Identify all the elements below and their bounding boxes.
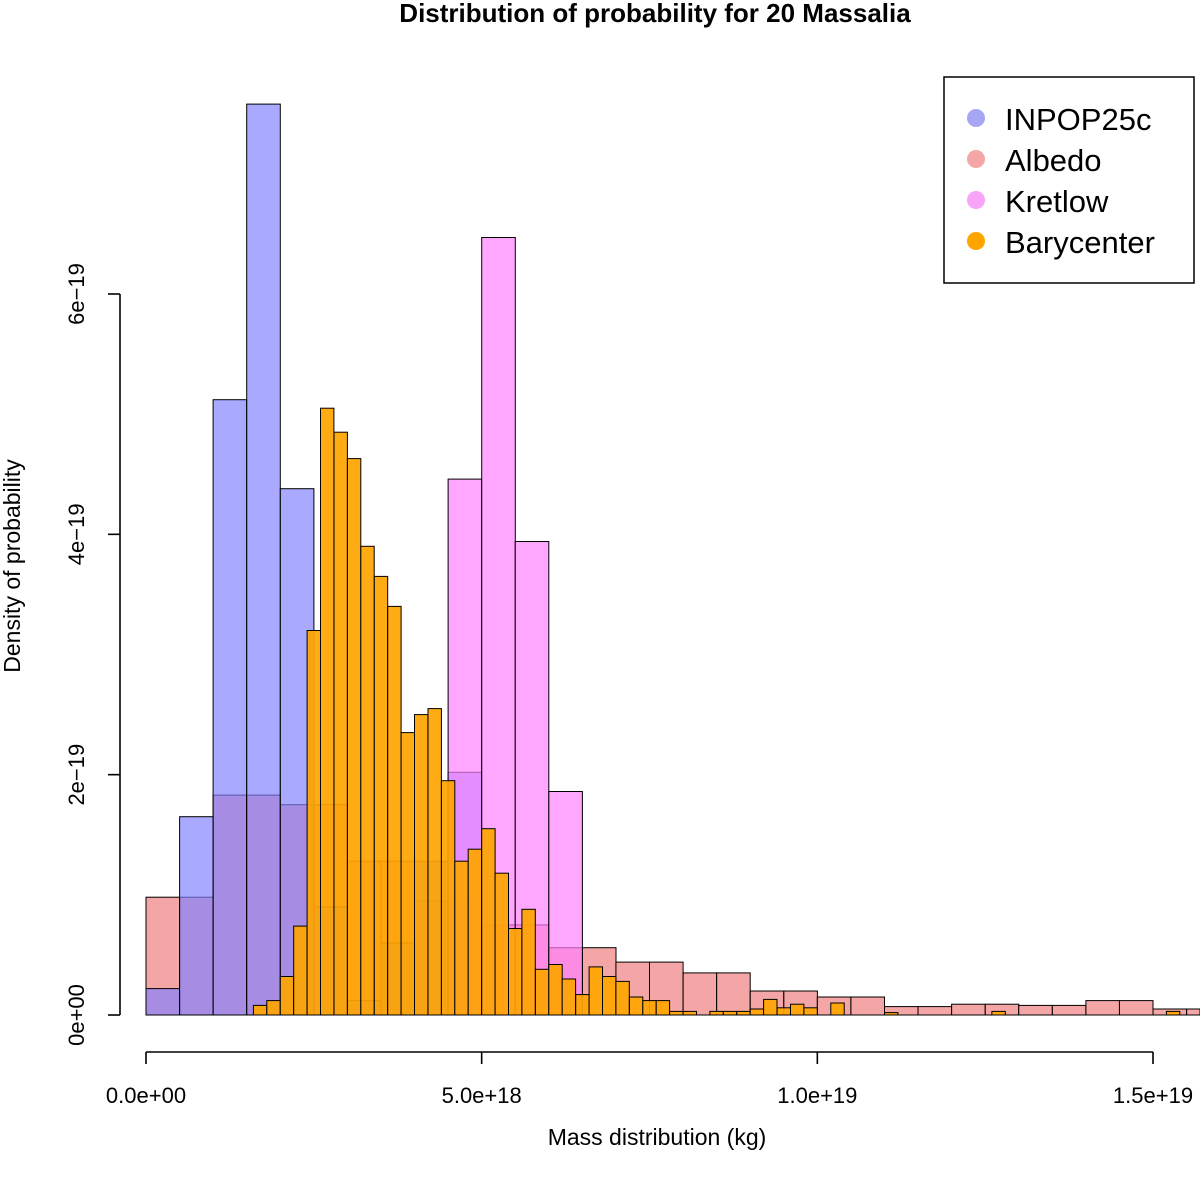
x-axis-label: Mass distribution (kg) bbox=[548, 1124, 767, 1150]
x-tick-label: 1.0e+19 bbox=[777, 1083, 857, 1108]
bar-barycenter-13 bbox=[427, 708, 442, 1016]
legend-label-kretlow: Kretlow bbox=[1005, 184, 1109, 219]
bar-albedo-31 bbox=[1186, 1008, 1200, 1016]
bar-barycenter-28 bbox=[628, 996, 644, 1016]
bar-barycenter-16 bbox=[467, 848, 483, 1016]
bar-barycenter-43 bbox=[991, 1010, 1006, 1016]
bar-barycenter-27 bbox=[615, 980, 630, 1016]
bar-albedo-21 bbox=[850, 996, 886, 1016]
x-tick-label: 5.0e+18 bbox=[442, 1083, 522, 1108]
bar-inpop25c-3 bbox=[246, 103, 281, 1016]
bar-barycenter-25 bbox=[588, 966, 603, 1016]
bar-barycenter-32 bbox=[682, 1010, 697, 1016]
bar-barycenter-35 bbox=[736, 1010, 751, 1016]
x-axis: 0.0e+00 5.0e+18 1.0e+19 1.5e+19 bbox=[106, 1051, 1193, 1108]
bar-barycenter-12 bbox=[414, 714, 429, 1016]
bar-albedo-23 bbox=[917, 1006, 953, 1016]
y-tick-label: 2e−19 bbox=[64, 744, 89, 806]
bar-barycenter-29 bbox=[642, 1000, 657, 1016]
bar-barycenter-41 bbox=[830, 1002, 845, 1016]
y-tick-label: 4e−19 bbox=[64, 503, 89, 565]
bar-barycenter-19 bbox=[508, 928, 523, 1016]
legend-label-albedo: Albedo bbox=[1005, 143, 1102, 178]
bar-inpop25c-0 bbox=[145, 988, 181, 1016]
bar-barycenter-8 bbox=[360, 545, 375, 1016]
bar-barycenter-34 bbox=[722, 1010, 738, 1016]
legend-swatch-kretlow bbox=[967, 191, 985, 209]
y-axis: 0e+00 2e−19 4e−19 6e−19 bbox=[64, 263, 121, 1046]
legend-box bbox=[943, 76, 1195, 284]
bar-barycenter-11 bbox=[400, 732, 416, 1016]
bar-inpop25c-2 bbox=[212, 399, 248, 1016]
bar-barycenter-10 bbox=[387, 605, 402, 1016]
chart-title: Distribution of probability for 20 Massa… bbox=[399, 0, 911, 28]
bar-barycenter-6 bbox=[333, 431, 348, 1016]
bar-barycenter-2 bbox=[279, 976, 295, 1016]
bar-barycenter-1 bbox=[266, 1000, 281, 1016]
x-tick-label: 1.5e+19 bbox=[1113, 1083, 1193, 1108]
legend: INPOP25c Albedo Kretlow Barycenter bbox=[943, 76, 1195, 284]
y-tick-label: 0e+00 bbox=[64, 984, 89, 1046]
bar-barycenter-24 bbox=[575, 994, 590, 1016]
bar-albedo-29 bbox=[1118, 1000, 1154, 1016]
bar-barycenter-0 bbox=[252, 1004, 268, 1016]
x-tick-label: 0.0e+00 bbox=[106, 1083, 186, 1108]
bar-barycenter-40 bbox=[803, 1007, 818, 1016]
bar-barycenter-20 bbox=[521, 908, 536, 1016]
bar-barycenter-26 bbox=[602, 976, 617, 1016]
bar-albedo-27 bbox=[1051, 1004, 1087, 1016]
bar-barycenter-39 bbox=[790, 1003, 805, 1016]
bar-albedo-26 bbox=[1018, 1004, 1053, 1016]
bar-barycenter-9 bbox=[373, 575, 389, 1016]
bar-barycenter-3 bbox=[293, 925, 308, 1016]
bar-barycenter-31 bbox=[669, 1010, 684, 1016]
bar-albedo-17 bbox=[716, 972, 751, 1016]
legend-label-barycenter: Barycenter bbox=[1005, 225, 1155, 260]
bar-inpop25c-1 bbox=[179, 816, 214, 1016]
legend-items: INPOP25c Albedo Kretlow Barycenter bbox=[967, 102, 1155, 260]
bar-barycenter-22 bbox=[548, 964, 563, 1016]
bar-barycenter-21 bbox=[534, 968, 550, 1016]
bar-barycenter-23 bbox=[561, 978, 577, 1016]
bar-barycenter-17 bbox=[481, 828, 496, 1016]
bar-barycenter-37 bbox=[763, 998, 778, 1016]
bar-albedo-16 bbox=[682, 972, 718, 1016]
bar-barycenter-5 bbox=[320, 407, 335, 1016]
bar-barycenter-38 bbox=[776, 1007, 791, 1016]
bar-barycenter-4 bbox=[306, 630, 322, 1016]
bar-barycenter-15 bbox=[454, 860, 469, 1016]
bar-barycenter-14 bbox=[440, 780, 456, 1016]
bar-barycenter-44 bbox=[1165, 1010, 1181, 1016]
y-axis-label: Density of probability bbox=[0, 459, 25, 673]
legend-label-inpop25c: INPOP25c bbox=[1005, 102, 1151, 137]
bar-albedo-28 bbox=[1085, 1000, 1121, 1016]
bar-albedo-24 bbox=[951, 1003, 986, 1016]
series-barycenter bbox=[252, 407, 1181, 1016]
bar-barycenter-36 bbox=[749, 1008, 765, 1016]
bar-barycenter-18 bbox=[494, 872, 510, 1016]
legend-swatch-inpop25c bbox=[967, 109, 985, 127]
bar-barycenter-7 bbox=[346, 458, 362, 1016]
legend-swatch-albedo bbox=[967, 150, 985, 168]
y-tick-label: 6e−19 bbox=[64, 263, 89, 325]
legend-swatch-barycenter bbox=[967, 232, 985, 250]
bar-barycenter-42 bbox=[884, 1012, 899, 1016]
bar-barycenter-33 bbox=[709, 1010, 724, 1016]
bars-layer bbox=[145, 103, 1200, 1016]
bar-barycenter-30 bbox=[655, 1000, 671, 1016]
